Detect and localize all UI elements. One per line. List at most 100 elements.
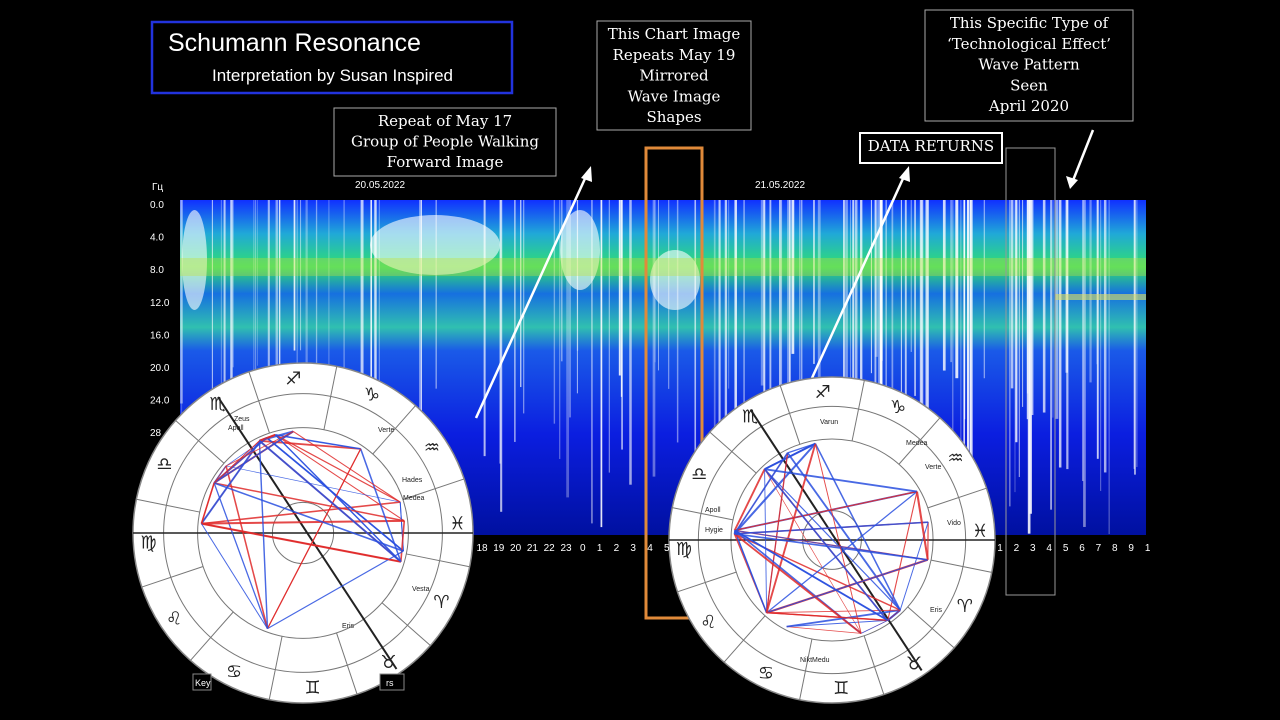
- streak: [676, 200, 679, 443]
- aspect-line: [787, 442, 816, 454]
- x-tick-label: 5: [664, 543, 670, 554]
- streak: [1103, 200, 1107, 473]
- annotation-text: Repeat of May 17: [378, 112, 512, 130]
- arrow: [1070, 129, 1095, 184]
- streak: [870, 200, 872, 374]
- planet-label: Hygie: [705, 527, 723, 534]
- streak: [1083, 200, 1086, 527]
- annotation-text: Group of People Walking: [351, 133, 539, 151]
- streak: [966, 200, 970, 491]
- streak: [1029, 200, 1032, 514]
- zodiac-glyph: ♒: [948, 448, 964, 469]
- x-tick-label: 4: [647, 543, 653, 554]
- zodiac-glyph: ♌: [166, 608, 182, 629]
- streak: [621, 200, 623, 450]
- wheel-division: [907, 606, 955, 649]
- zodiac-glyph: ♉: [380, 652, 396, 673]
- annotation-text: Shapes: [646, 108, 701, 126]
- aspect-line: [764, 468, 862, 634]
- streak: [850, 200, 851, 477]
- hot-spot: [182, 210, 207, 310]
- streak: [817, 200, 821, 446]
- y-tick-label: 12.0: [150, 298, 170, 309]
- title-box: [150, 20, 514, 95]
- streak: [257, 200, 258, 366]
- wheel-division: [323, 366, 338, 430]
- meridian: [217, 396, 398, 670]
- streak: [1010, 200, 1014, 389]
- wheel-division: [851, 380, 865, 442]
- streak: [925, 200, 927, 501]
- subtitle: Interpretation by Susan Inspired: [212, 66, 453, 85]
- streak: [1089, 200, 1092, 383]
- zodiac-glyph: ♋: [758, 663, 774, 684]
- x-tick-label: 21: [527, 543, 539, 554]
- y-tick-label: 28: [150, 428, 162, 439]
- aspect-line: [213, 482, 269, 629]
- aspect-line: [359, 448, 402, 563]
- aspect-line: [764, 468, 918, 493]
- streak: [760, 200, 764, 386]
- wheel-division: [723, 615, 766, 663]
- aspect-line: [275, 434, 361, 450]
- streak: [514, 200, 516, 442]
- streak: [561, 200, 563, 362]
- streak: [926, 200, 929, 431]
- streak: [1026, 200, 1029, 394]
- zodiac-glyph: ♑: [890, 397, 906, 418]
- footer-box: [379, 673, 405, 691]
- planet-label: Eris: [342, 623, 355, 630]
- annotation-text: Seen: [1010, 76, 1048, 94]
- arrow: [810, 171, 908, 379]
- annotation-text: This Specific Type of: [950, 14, 1110, 32]
- zodiac-glyph: ♓: [449, 513, 465, 534]
- streak: [885, 200, 887, 485]
- aspect-line: [786, 626, 862, 634]
- x-tick-label: 8: [1112, 543, 1118, 554]
- wheel-division: [406, 553, 470, 568]
- streak: [724, 200, 728, 474]
- aspect-line: [213, 482, 404, 552]
- wheel-division: [248, 371, 270, 434]
- streak: [520, 200, 522, 388]
- wheel-division: [863, 635, 885, 695]
- arrow: [474, 171, 590, 419]
- aspect-line: [786, 452, 901, 611]
- streak: [728, 200, 730, 389]
- streak: [370, 200, 371, 437]
- streak: [787, 200, 790, 520]
- streak: [743, 200, 745, 412]
- streak: [904, 200, 907, 477]
- streak: [608, 200, 610, 473]
- streak: [854, 200, 857, 461]
- streak: [1052, 200, 1054, 418]
- x-tick-label: 7: [1096, 543, 1102, 554]
- streak: [1058, 200, 1062, 468]
- streak: [901, 200, 902, 412]
- streak: [220, 200, 222, 387]
- streak: [370, 200, 372, 533]
- annotation-box: [596, 20, 752, 131]
- x-tick-label: 1: [597, 543, 603, 554]
- y-tick-label: 16.0: [150, 330, 170, 341]
- hot-spot: [650, 250, 700, 310]
- planet-label: Apoll: [228, 425, 244, 432]
- streak: [211, 200, 213, 490]
- zodiac-glyph: ♎: [156, 454, 172, 475]
- streak: [652, 200, 656, 477]
- streak: [1134, 200, 1136, 475]
- x-tick-label: 19: [493, 543, 505, 554]
- streak: [629, 200, 632, 485]
- aspect-line: [201, 523, 268, 629]
- x-tick-label: 2: [614, 543, 620, 554]
- aspect-line: [275, 434, 401, 503]
- aspect-line: [734, 530, 767, 613]
- footer-text: Key: [195, 678, 211, 688]
- zodiac-glyph: ♋: [226, 661, 242, 682]
- band: [1055, 294, 1146, 300]
- streak: [919, 200, 923, 482]
- streak: [983, 200, 986, 379]
- streak: [843, 200, 845, 497]
- annotation-text: Wave Image: [628, 87, 721, 105]
